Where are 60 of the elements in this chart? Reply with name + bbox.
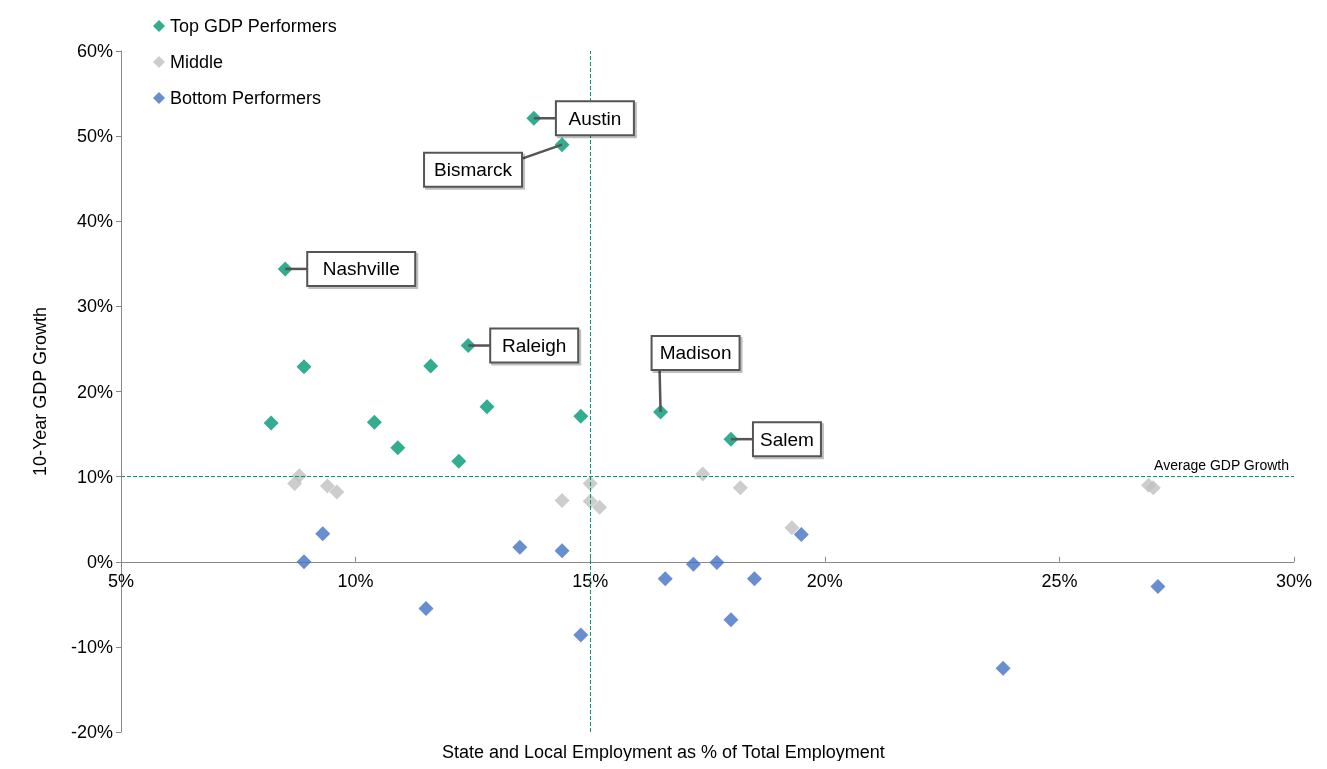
point (329, 484, 345, 500)
x-tick-label: 10% (337, 570, 374, 591)
point (554, 492, 570, 508)
point (793, 527, 809, 543)
point (709, 555, 725, 571)
point (451, 453, 467, 469)
y-tick-label: 50% (76, 126, 113, 147)
x-tick-label: 25% (1041, 570, 1078, 591)
point (390, 440, 406, 456)
annotation: Austin (568, 107, 622, 129)
annotation: Salem (760, 428, 814, 450)
y-tick-label: -10% (70, 636, 113, 657)
point (723, 612, 739, 628)
point (657, 571, 673, 587)
point (995, 660, 1011, 676)
point (592, 499, 608, 515)
y-axis-title: 10-Year GDP Growth (30, 306, 50, 477)
point (512, 539, 528, 555)
point (573, 627, 589, 643)
y-tick-label: 60% (76, 41, 113, 61)
point (366, 414, 382, 430)
point (1150, 578, 1166, 594)
annotation: Nashville (322, 258, 400, 280)
y-tick-label: 20% (76, 381, 113, 402)
point (479, 399, 495, 415)
x-tick-label: 15% (572, 570, 609, 591)
point (296, 359, 312, 375)
point (1145, 480, 1161, 496)
legend-label: Bottom Performers (170, 88, 322, 108)
y-tick-label: -20% (70, 722, 113, 742)
point (423, 358, 439, 374)
ref-line-label: Average GDP Growth (1154, 456, 1289, 473)
x-axis-title: State and Local Employment as % of Total Employment (441, 742, 885, 762)
point (263, 415, 279, 431)
point (582, 493, 598, 509)
point (291, 468, 307, 484)
x-tick-label: 20% (806, 570, 843, 591)
legend-label: Middle (170, 52, 224, 72)
y-tick-label: 0% (86, 551, 113, 572)
point (319, 478, 335, 494)
x-tick-label: 5% (107, 570, 135, 591)
annotation: Madison (659, 342, 732, 364)
point (582, 475, 598, 491)
legend-label: Top GDP Performers (170, 16, 337, 36)
point (315, 526, 331, 542)
point (554, 543, 570, 559)
point (732, 480, 748, 496)
point (695, 466, 711, 482)
point (418, 601, 434, 617)
point (296, 554, 312, 570)
y-tick-label: 30% (76, 296, 113, 317)
point (746, 571, 762, 587)
y-tick-label: 40% (76, 211, 113, 232)
annotation: Bismarck (433, 159, 513, 181)
point (573, 408, 589, 424)
y-tick-label: 10% (76, 466, 113, 487)
annotation: Raleigh (501, 335, 567, 357)
point (784, 520, 800, 536)
point (685, 556, 701, 572)
x-tick-label: 30% (1275, 570, 1313, 591)
